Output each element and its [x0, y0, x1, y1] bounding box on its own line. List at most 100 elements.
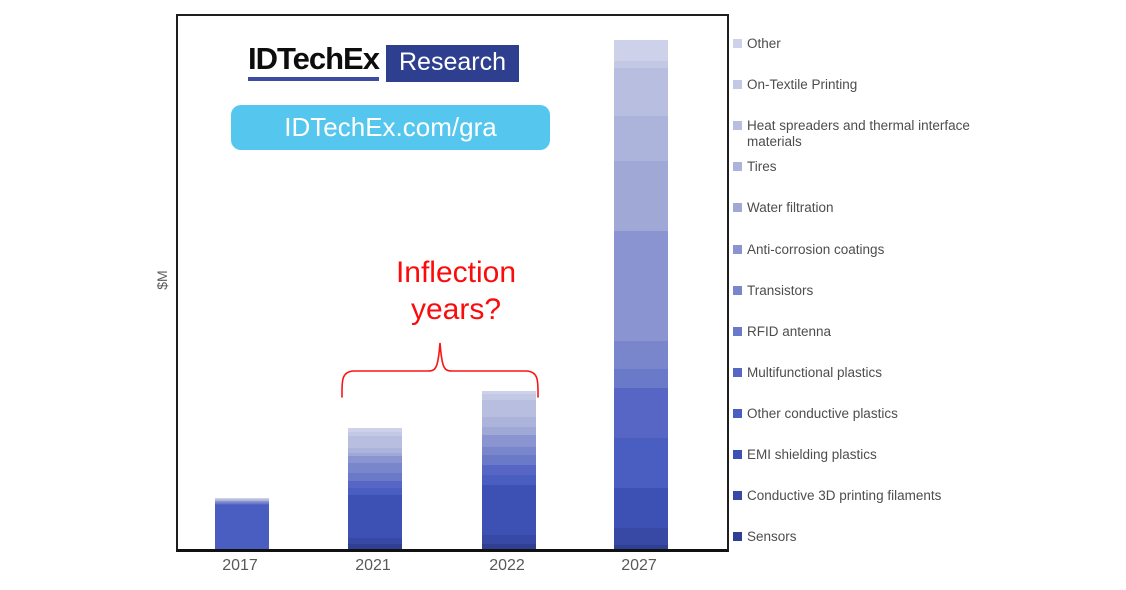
- bar-segment: [215, 498, 269, 499]
- legend-label: Heat spreaders and thermal interface mat…: [747, 118, 970, 150]
- legend-label: Other conductive plastics: [747, 405, 898, 421]
- bar-segment: [614, 341, 668, 369]
- bar-segment: [482, 417, 536, 427]
- bar-segment: [348, 436, 402, 448]
- bar-segment: [614, 545, 668, 549]
- bar-segment: [482, 400, 536, 417]
- bar-segment: [348, 481, 402, 488]
- legend-label: Multifunctional plastics: [747, 364, 883, 380]
- legend-item: Multifunctional plastics: [733, 365, 989, 381]
- bar-segment: [614, 369, 668, 388]
- chart-plot-area: IDTechEx Research IDTechEx.com/gra Infle…: [176, 14, 729, 552]
- x-tick-label-2021: 2021: [355, 557, 391, 574]
- bar-segment: [614, 40, 668, 61]
- logo-wordmark: IDTechEx: [248, 42, 380, 81]
- legend-swatch-icon: [733, 162, 742, 172]
- legend-swatch-icon: [733, 532, 742, 542]
- bar-segment: [482, 394, 536, 400]
- bar-segment: [482, 465, 536, 475]
- x-tick-label-2022: 2022: [489, 557, 525, 574]
- bar-segment: [614, 61, 668, 68]
- legend-item: Heat spreaders and thermal interface mat…: [733, 118, 989, 150]
- legend-item: Conductive 3D printing filaments: [733, 488, 989, 504]
- logo-research-badge: Research: [385, 45, 519, 82]
- bar-segment: [614, 438, 668, 488]
- x-tick-label-2027: 2027: [621, 557, 657, 574]
- bar-segment: [348, 456, 402, 463]
- bar-segment: [482, 427, 536, 435]
- bar-segment: [614, 161, 668, 231]
- legend-item: Transistors: [733, 283, 989, 299]
- bar-segment: [614, 528, 668, 545]
- bar-segment: [614, 231, 668, 341]
- legend-label: Conductive 3D printing filaments: [747, 488, 942, 504]
- legend-label: Tires: [747, 159, 777, 175]
- bar-segment: [215, 499, 269, 500]
- stacked-bar-2022: [482, 391, 536, 549]
- bar-segment: [348, 538, 402, 544]
- x-tick-label-2017: 2017: [222, 557, 258, 574]
- url-banner[interactable]: IDTechEx.com/gra: [231, 105, 550, 150]
- bar-segment: [215, 500, 269, 501]
- x-axis-labels: 2017 2021 2022 2027: [176, 557, 729, 577]
- bar-segment: [482, 475, 536, 485]
- legend-swatch-icon: [733, 367, 742, 377]
- legend-item: EMI shielding plastics: [733, 447, 989, 463]
- bar-segment: [614, 488, 668, 528]
- legend-swatch-icon: [733, 80, 742, 90]
- bar-segment: [215, 503, 269, 504]
- bar-segment: [482, 455, 536, 465]
- bar-segment: [215, 502, 269, 503]
- legend-item: Water filtration: [733, 200, 989, 216]
- bar-segment: [614, 68, 668, 116]
- legend-swatch-icon: [733, 326, 742, 336]
- inflection-annotation: Inflection years?: [336, 254, 576, 328]
- stacked-bar-2017: [215, 498, 269, 549]
- bar-segment: [482, 485, 536, 535]
- legend-swatch-icon: [733, 450, 742, 459]
- legend-swatch-icon: [733, 491, 742, 501]
- legend-item: Sensors: [733, 529, 989, 545]
- bar-segment: [482, 447, 536, 455]
- legend-label: Sensors: [747, 529, 797, 545]
- legend-label: Anti-corrosion coatings: [747, 241, 885, 257]
- legend-label: On-Textile Printing: [747, 77, 858, 93]
- legend-item: Other: [733, 36, 989, 52]
- stacked-bar-2027: [614, 40, 668, 549]
- idtechex-logo: IDTechEx Research: [248, 42, 519, 82]
- legend-swatch-icon: [733, 39, 742, 48]
- bar-segment: [215, 501, 269, 502]
- bar-segment: [348, 544, 402, 549]
- bar-segment: [215, 505, 269, 549]
- curly-brace-annotation: [341, 342, 539, 398]
- bar-segment: [215, 498, 269, 499]
- legend-label: EMI shielding plastics: [747, 447, 877, 462]
- bar-segment: [348, 495, 402, 538]
- bar-segment: [482, 435, 536, 447]
- legend-swatch-icon: [733, 244, 742, 254]
- bar-segment: [215, 504, 269, 505]
- bar-segment: [614, 388, 668, 438]
- legend-item: Tires: [733, 159, 989, 175]
- bar-segment: [482, 535, 536, 544]
- bar-segment: [348, 473, 402, 481]
- bar-segment: [348, 428, 402, 432]
- bar-segment: [348, 463, 402, 473]
- bar-segment: [614, 116, 668, 161]
- bar-segment: [215, 500, 269, 501]
- y-axis-label: $M: [154, 270, 170, 290]
- annotation-line-1: Inflection: [395, 256, 517, 289]
- legend-label: Water filtration: [747, 200, 834, 216]
- legend-label: Transistors: [747, 282, 814, 298]
- bar-segment: [482, 391, 536, 394]
- annotation-line-2: years?: [410, 293, 502, 326]
- legend-item: RFID antenna: [733, 324, 989, 340]
- legend-item: Anti-corrosion coatings: [733, 242, 989, 258]
- legend-item: On-Textile Printing: [733, 77, 989, 93]
- bar-segment: [348, 448, 402, 453]
- stacked-bar-2021: [348, 428, 402, 549]
- legend-label: RFID antenna: [747, 323, 832, 339]
- bar-segment: [348, 488, 402, 495]
- bar-segment: [482, 544, 536, 549]
